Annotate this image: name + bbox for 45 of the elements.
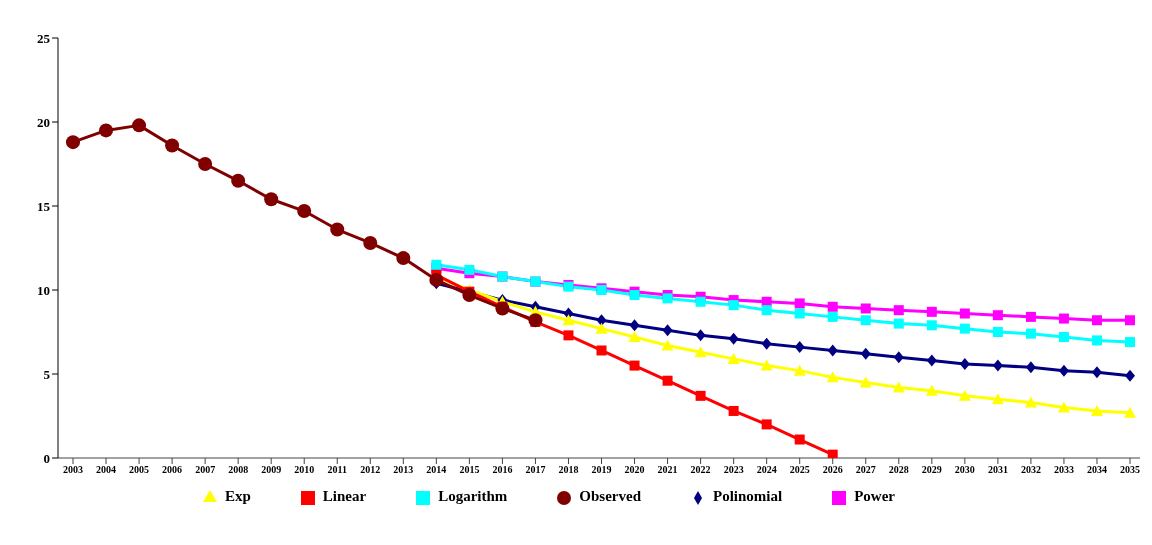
x-tick-label: 2019: [591, 464, 612, 476]
y-tick-label: 20: [37, 114, 50, 130]
y-tick-label: 10: [37, 282, 50, 298]
x-tick-label: 2034: [1086, 464, 1107, 476]
x-tick-label: 2027: [855, 464, 876, 476]
y-tick-label: 5: [43, 366, 51, 382]
legend-label: Observed: [579, 488, 642, 504]
x-tick-label: 2021: [657, 464, 678, 476]
legend-label: Linear: [322, 488, 367, 504]
x-tick-label: 2033: [1053, 464, 1074, 476]
legend-label: Exp: [224, 488, 251, 504]
y-tick-label: 0: [43, 450, 50, 466]
legend-label: Logarithm: [438, 488, 508, 504]
legend-label: Polinomial: [713, 488, 783, 504]
x-tick-label: 2025: [789, 464, 810, 476]
x-tick-label: 2009: [261, 464, 282, 476]
x-tick-label: 2017: [525, 464, 546, 476]
x-tick-label: 2018: [558, 464, 579, 476]
x-tick-label: 2024: [756, 464, 777, 476]
x-tick-label: 2020: [624, 464, 645, 476]
x-tick-label: 2012: [360, 464, 381, 476]
x-tick-label: 2011: [327, 464, 347, 476]
x-tick-label: 2016: [492, 464, 513, 476]
x-tick-label: 2003: [63, 464, 83, 476]
x-tick-label: 2026: [822, 464, 843, 476]
x-tick-label: 2007: [195, 464, 216, 476]
x-tick-label: 2005: [129, 464, 150, 476]
x-tick-label: 2014: [426, 464, 447, 476]
x-tick-label: 2004: [96, 464, 117, 476]
y-tick-label: 15: [37, 198, 51, 214]
x-tick-label: 2028: [888, 464, 909, 476]
x-tick-label: 2010: [294, 464, 315, 476]
x-tick-label: 2008: [228, 464, 249, 476]
x-tick-label: 2032: [1020, 464, 1041, 476]
x-tick-label: 2023: [723, 464, 744, 476]
x-tick-label: 2029: [921, 464, 942, 476]
x-tick-label: 2013: [393, 464, 414, 476]
x-tick-label: 2030: [954, 464, 975, 476]
x-tick-label: 2022: [690, 464, 711, 476]
x-tick-label: 2035: [1120, 464, 1140, 476]
x-tick-label: 2031: [987, 464, 1008, 476]
y-tick-label: 25: [37, 30, 51, 46]
x-tick-label: 2006: [162, 464, 183, 476]
x-tick-label: 2015: [459, 464, 480, 476]
legend-label: Power: [854, 488, 896, 504]
